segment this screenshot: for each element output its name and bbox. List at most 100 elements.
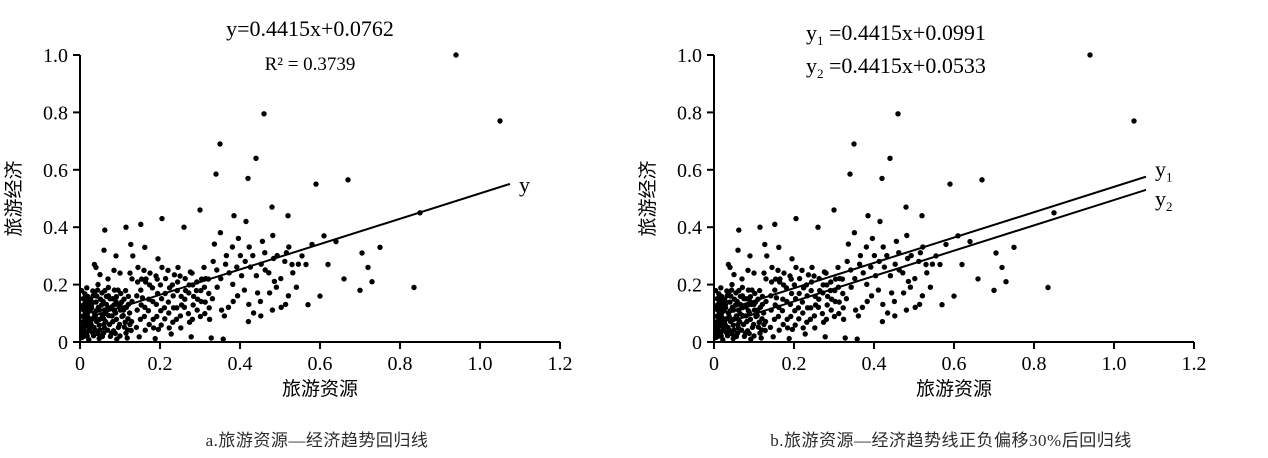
- data-point: [729, 281, 735, 288]
- data-point: [122, 287, 129, 294]
- data-point: [293, 284, 300, 290]
- data-point: [824, 293, 831, 300]
- data-point: [261, 111, 267, 117]
- data-point: [158, 308, 164, 314]
- data-point: [868, 264, 874, 270]
- data-point: [716, 310, 723, 316]
- data-point: [864, 298, 870, 305]
- data-point: [742, 330, 749, 336]
- data-point: [97, 296, 104, 302]
- data-point: [229, 244, 236, 250]
- data-point: [799, 267, 805, 273]
- data-point: [269, 204, 275, 210]
- data-point: [95, 331, 101, 337]
- data-point: [286, 244, 292, 250]
- data-point: [82, 310, 89, 316]
- data-point: [943, 241, 949, 248]
- data-point: [114, 336, 120, 342]
- data-point: [138, 276, 145, 282]
- data-point: [282, 301, 289, 308]
- data-point: [895, 111, 901, 117]
- data-point: [289, 261, 295, 268]
- data-point: [128, 241, 134, 248]
- data-point: [175, 264, 181, 271]
- data-point: [730, 335, 736, 342]
- data-point: [784, 325, 791, 331]
- data-point: [740, 321, 747, 328]
- data-point: [712, 287, 719, 294]
- data-point: [763, 298, 769, 305]
- data-point: [828, 307, 834, 313]
- data-point: [767, 324, 774, 331]
- data-point: [887, 155, 893, 161]
- data-point: [193, 287, 200, 294]
- data-point: [884, 252, 890, 259]
- data-point: [90, 333, 97, 339]
- data-point: [246, 244, 252, 250]
- data-point: [234, 264, 240, 270]
- data-point: [254, 290, 261, 296]
- data-point: [993, 250, 999, 256]
- data-point: [357, 287, 363, 293]
- data-point: [113, 316, 120, 322]
- data-point: [181, 224, 187, 230]
- equation-text: y1 =0.4415x+0.0991: [806, 20, 986, 48]
- data-point: [188, 334, 194, 340]
- data-point: [123, 224, 129, 230]
- data-point: [278, 304, 284, 310]
- data-point: [796, 290, 802, 297]
- data-point: [91, 324, 97, 331]
- data-point: [904, 232, 910, 239]
- data-point: [847, 171, 853, 177]
- data-point: [135, 264, 141, 271]
- y-tick-label: 0.4: [677, 217, 702, 239]
- x-tick-label: 0: [75, 353, 85, 375]
- data-point: [904, 255, 911, 262]
- data-point: [258, 313, 264, 319]
- data-point: [170, 293, 176, 299]
- data-point: [975, 276, 981, 282]
- data-point: [146, 282, 153, 288]
- data-point: [250, 252, 256, 259]
- y-tick-label: 0.8: [677, 102, 702, 124]
- data-point: [864, 281, 870, 287]
- data-point: [269, 307, 276, 313]
- data-point: [727, 299, 733, 305]
- data-point: [161, 305, 168, 311]
- data-point: [959, 261, 965, 268]
- data-point: [262, 267, 268, 273]
- x-tick-label: 1.0: [468, 353, 493, 375]
- data-point: [242, 258, 248, 265]
- data-point: [209, 296, 216, 302]
- y-tick-label: 1.0: [43, 45, 68, 67]
- data-point: [210, 258, 216, 265]
- data-point: [111, 267, 117, 273]
- data-point: [1131, 118, 1137, 124]
- data-point: [359, 250, 365, 256]
- data-point: [197, 313, 204, 320]
- data-point: [768, 279, 775, 285]
- panel-a: 0 0.2 0.4 0.6 0.8 1.0 0 0.2 0.4 0.6 0.8 1.0 1.2 旅游经济旅…: [3, 16, 573, 450]
- data-point: [721, 319, 728, 325]
- data-point: [735, 247, 741, 253]
- y-tick-label: 1.0: [677, 45, 702, 67]
- data-point: [880, 301, 886, 308]
- data-point: [206, 290, 212, 297]
- data-point: [731, 271, 737, 278]
- data-point: [775, 267, 781, 273]
- data-point: [967, 238, 973, 245]
- data-point: [747, 253, 753, 259]
- data-point: [788, 313, 794, 320]
- data-point: [807, 316, 814, 322]
- data-point: [150, 298, 156, 305]
- data-point: [137, 316, 144, 322]
- data-point: [369, 279, 375, 285]
- data-point: [811, 313, 818, 319]
- data-point: [101, 321, 107, 328]
- data-point: [840, 316, 847, 322]
- data-point: [257, 298, 264, 305]
- data-point: [109, 313, 115, 319]
- data-point: [147, 270, 153, 276]
- data-point: [820, 319, 827, 325]
- data-point: [221, 313, 228, 319]
